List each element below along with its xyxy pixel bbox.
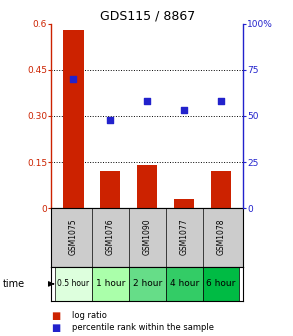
Bar [129, 267, 166, 301]
Point [219, 98, 223, 104]
Text: GSM1090: GSM1090 [143, 218, 152, 255]
Text: 4 hour: 4 hour [170, 280, 199, 288]
Bar [100, 171, 120, 208]
Text: ■: ■ [51, 323, 61, 333]
Bar [92, 267, 129, 301]
Bar [55, 267, 92, 301]
Text: GSM1077: GSM1077 [180, 218, 189, 255]
Text: log ratio: log ratio [72, 311, 107, 320]
Text: 2 hour: 2 hour [133, 280, 162, 288]
Bar [211, 171, 231, 208]
Text: GSM1075: GSM1075 [69, 218, 78, 255]
Text: GSM1076: GSM1076 [106, 218, 115, 255]
Text: percentile rank within the sample: percentile rank within the sample [72, 323, 214, 332]
Point [145, 98, 150, 104]
Text: time: time [3, 279, 25, 289]
Bar [202, 267, 239, 301]
Text: GSM1078: GSM1078 [217, 218, 226, 255]
Bar [63, 30, 84, 208]
Text: 0.5 hour: 0.5 hour [57, 280, 89, 288]
Text: 1 hour: 1 hour [96, 280, 125, 288]
Title: GDS115 / 8867: GDS115 / 8867 [100, 9, 195, 23]
Bar [137, 165, 157, 208]
Bar [174, 199, 194, 208]
Bar [166, 267, 202, 301]
Point [108, 117, 113, 122]
Text: ■: ■ [51, 311, 61, 321]
Point [71, 76, 76, 82]
Point [182, 108, 186, 113]
Text: 6 hour: 6 hour [206, 280, 236, 288]
